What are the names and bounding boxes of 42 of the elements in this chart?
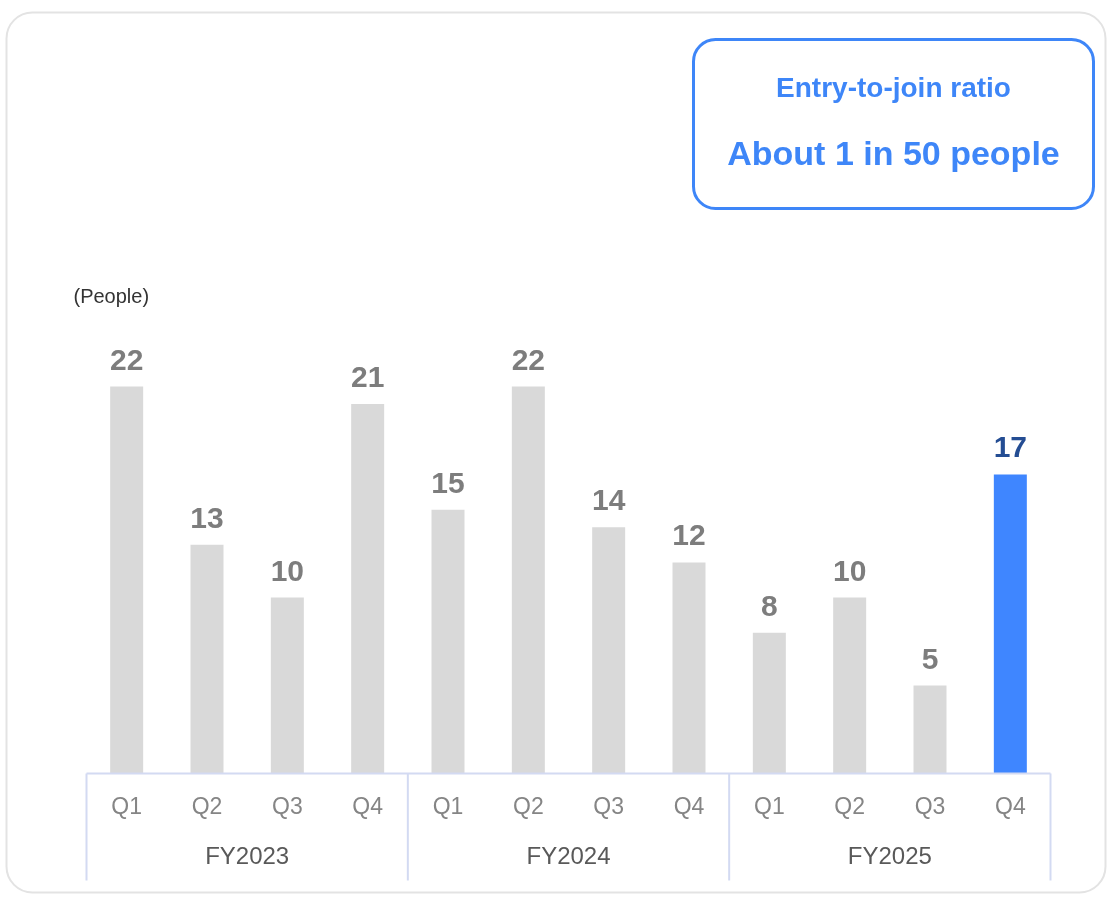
text: FY2024 xyxy=(526,842,611,869)
text: FY2023 xyxy=(205,842,290,869)
x-tick-label: Q4 xyxy=(352,792,384,819)
data-label: 10 xyxy=(270,553,305,587)
x-tick-label: Q4 xyxy=(673,792,705,819)
data-label: 12 xyxy=(672,518,706,552)
data-label: 14 xyxy=(591,483,626,517)
bar xyxy=(993,474,1027,774)
bar xyxy=(833,597,867,774)
text: FY2025 xyxy=(847,842,932,869)
data-label: 17 xyxy=(993,430,1028,464)
x-tick-label: Q2 xyxy=(512,792,544,819)
data-label: 21 xyxy=(350,360,385,394)
bar xyxy=(431,509,465,774)
data-label: 22 xyxy=(109,342,144,376)
bar xyxy=(190,544,224,774)
x-tick-label: Q4 xyxy=(994,792,1026,819)
bar xyxy=(913,685,947,774)
x-tick-label: Q3 xyxy=(593,792,625,819)
bar xyxy=(592,527,626,774)
bar xyxy=(351,404,385,774)
bar xyxy=(270,597,304,774)
data-label: 13 xyxy=(190,500,224,534)
data-label: 15 xyxy=(431,465,465,499)
x-tick-label: Q2 xyxy=(191,792,223,819)
x-tick-label: Q1 xyxy=(111,792,143,819)
x-tick-label: Q2 xyxy=(834,792,866,819)
data-label: 10 xyxy=(832,553,867,587)
text: Entry-to-join ratio xyxy=(776,72,1011,103)
bar xyxy=(752,632,786,774)
x-tick-label: Q1 xyxy=(753,792,785,819)
x-tick-label: Q3 xyxy=(271,792,303,819)
text: About 1 in 50 people xyxy=(727,133,1060,172)
data-label: 22 xyxy=(511,342,546,376)
bar xyxy=(511,386,545,774)
x-tick-label: Q3 xyxy=(914,792,946,819)
y-axis-title: (People) xyxy=(73,284,150,307)
bar xyxy=(672,562,706,774)
x-tick-label: Q1 xyxy=(432,792,464,819)
data-label: 5 xyxy=(921,641,939,675)
bar xyxy=(110,386,144,774)
data-label: 8 xyxy=(760,588,778,622)
